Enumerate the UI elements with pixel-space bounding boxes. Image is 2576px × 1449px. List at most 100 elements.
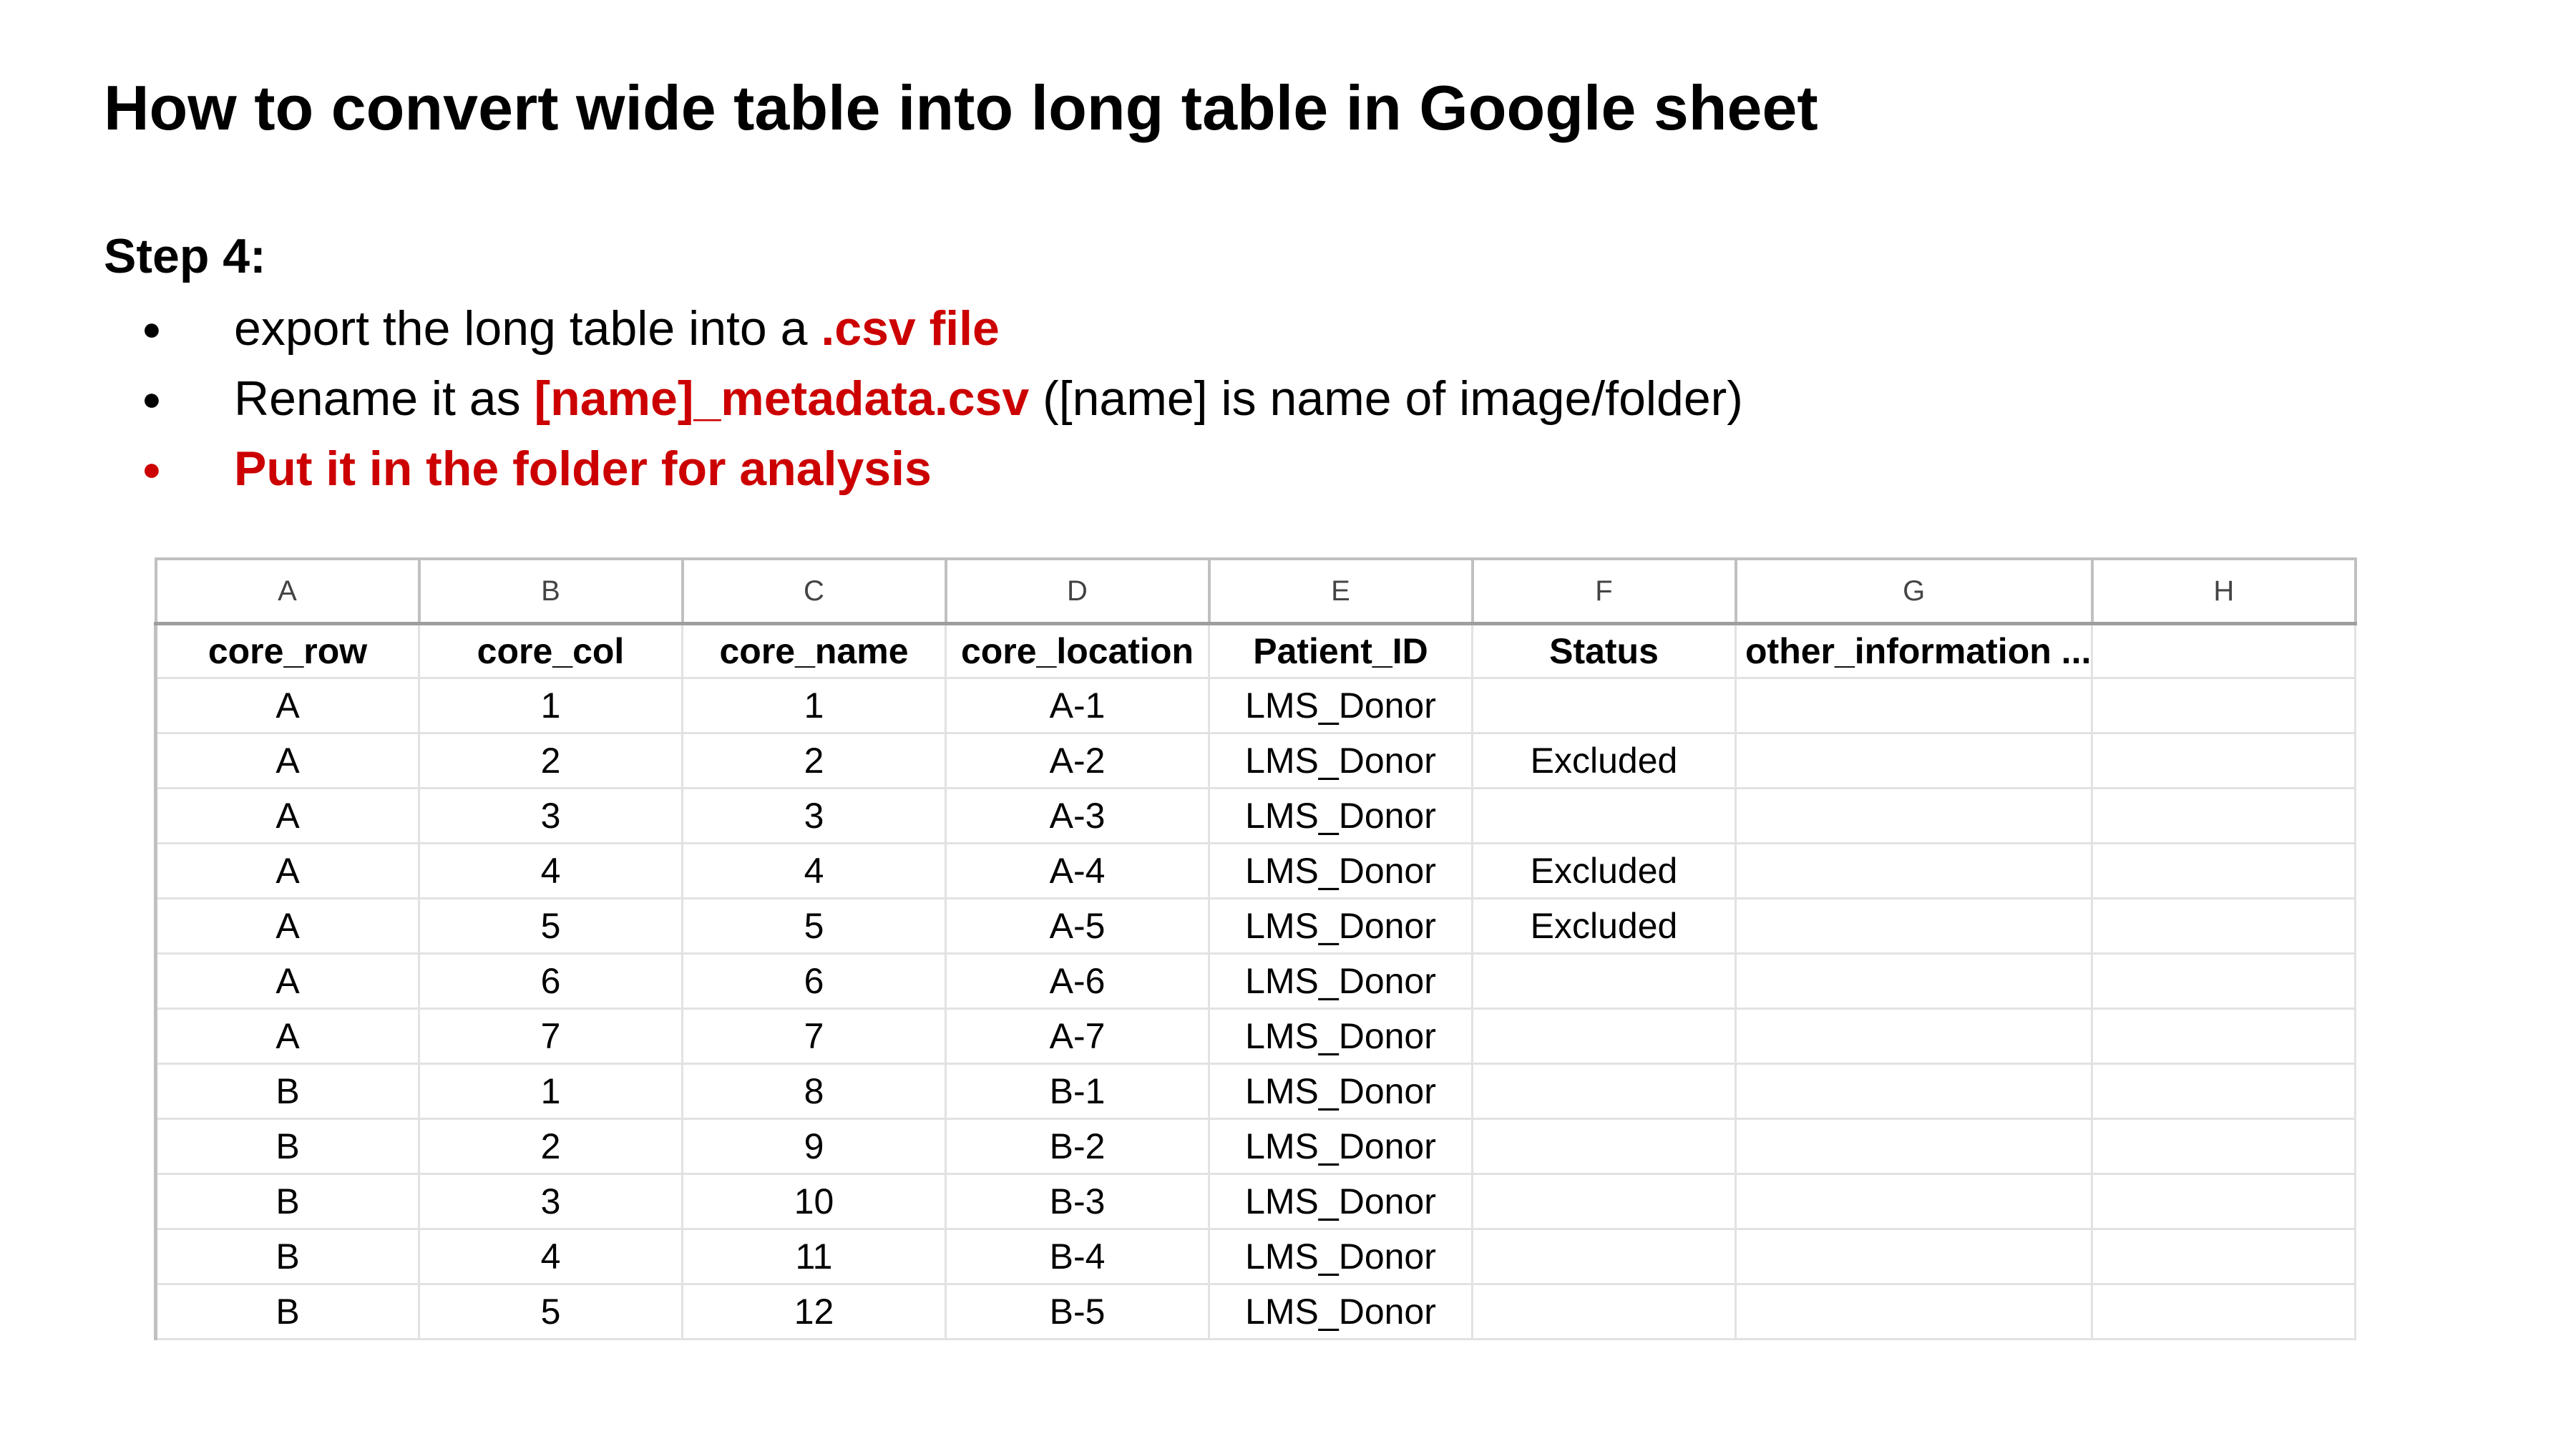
table-cell[interactable]: 5 — [681, 897, 947, 955]
table-cell[interactable] — [1734, 897, 2094, 955]
table-cell[interactable]: 1 — [681, 677, 947, 734]
table-cell[interactable] — [1734, 1118, 2094, 1175]
table-cell[interactable]: 7 — [681, 1008, 947, 1065]
table-cell[interactable] — [1734, 842, 2094, 899]
table-cell[interactable] — [2091, 787, 2357, 844]
header-cell[interactable]: Patient_ID — [1208, 623, 1473, 679]
table-cell[interactable]: A — [154, 897, 420, 955]
table-cell[interactable]: Excluded — [1471, 897, 1737, 955]
table-cell[interactable] — [1734, 732, 2094, 789]
table-cell[interactable]: 8 — [681, 1063, 947, 1120]
table-cell[interactable] — [1471, 1008, 1737, 1065]
table-cell[interactable]: A — [154, 1008, 420, 1065]
table-cell[interactable]: 2 — [418, 1118, 683, 1175]
table-cell[interactable]: 2 — [681, 732, 947, 789]
column-letter-d[interactable]: D — [944, 557, 1211, 625]
table-cell[interactable]: B-1 — [945, 1063, 1210, 1120]
header-cell[interactable]: Status — [1471, 623, 1737, 679]
table-cell[interactable] — [1734, 1173, 2094, 1230]
table-cell[interactable]: LMS_Donor — [1208, 677, 1473, 734]
table-cell[interactable] — [1734, 787, 2094, 844]
table-cell[interactable]: LMS_Donor — [1208, 1173, 1473, 1230]
table-cell[interactable]: LMS_Donor — [1208, 842, 1473, 899]
table-cell[interactable]: Excluded — [1471, 732, 1737, 789]
table-cell[interactable] — [1471, 952, 1737, 1010]
table-cell[interactable]: B — [154, 1063, 420, 1120]
table-cell[interactable]: LMS_Donor — [1208, 1228, 1473, 1285]
table-cell[interactable]: LMS_Donor — [1208, 732, 1473, 789]
table-cell[interactable]: 7 — [418, 1008, 683, 1065]
table-cell[interactable] — [2091, 952, 2357, 1010]
table-cell[interactable] — [2091, 1118, 2357, 1175]
table-cell[interactable]: A-7 — [945, 1008, 1210, 1065]
table-cell[interactable] — [1734, 952, 2094, 1010]
table-cell[interactable] — [1471, 1173, 1737, 1230]
header-cell[interactable]: core_row — [154, 623, 420, 679]
table-cell[interactable]: A — [154, 842, 420, 899]
table-cell[interactable] — [2091, 1008, 2357, 1065]
table-cell[interactable]: A — [154, 787, 420, 844]
table-cell[interactable]: 11 — [681, 1228, 947, 1285]
table-cell[interactable]: 4 — [418, 1228, 683, 1285]
table-cell[interactable]: 12 — [681, 1283, 947, 1340]
table-cell[interactable]: LMS_Donor — [1208, 952, 1473, 1010]
table-cell[interactable]: B — [154, 1173, 420, 1230]
table-cell[interactable]: LMS_Donor — [1208, 787, 1473, 844]
table-cell[interactable]: A-1 — [945, 677, 1210, 734]
table-cell[interactable]: B-4 — [945, 1228, 1210, 1285]
table-cell[interactable]: A-6 — [945, 952, 1210, 1010]
table-cell[interactable]: 3 — [681, 787, 947, 844]
table-cell[interactable]: 3 — [418, 1173, 683, 1230]
table-cell[interactable] — [1734, 1008, 2094, 1065]
table-cell[interactable] — [1471, 1283, 1737, 1340]
table-cell[interactable] — [2091, 1173, 2357, 1230]
header-cell[interactable]: other_information ... — [1734, 623, 2094, 679]
column-letter-f[interactable]: F — [1470, 557, 1737, 625]
header-cell[interactable]: core_name — [681, 623, 947, 679]
table-cell[interactable] — [2091, 1063, 2357, 1120]
table-cell[interactable]: 1 — [418, 677, 683, 734]
table-cell[interactable] — [1734, 1063, 2094, 1120]
table-cell[interactable] — [2091, 1283, 2357, 1340]
table-cell[interactable]: A-4 — [945, 842, 1210, 899]
table-cell[interactable] — [1734, 677, 2094, 734]
table-cell[interactable] — [1471, 787, 1737, 844]
table-cell[interactable]: A — [154, 952, 420, 1010]
table-cell[interactable] — [1734, 1283, 2094, 1340]
table-cell[interactable]: 10 — [681, 1173, 947, 1230]
table-cell[interactable] — [1471, 1118, 1737, 1175]
column-letter-g[interactable]: G — [1734, 557, 2094, 625]
table-cell[interactable]: B-5 — [945, 1283, 1210, 1340]
table-cell[interactable] — [1734, 1228, 2094, 1285]
table-cell[interactable]: A — [154, 732, 420, 789]
table-cell[interactable]: B — [154, 1283, 420, 1340]
table-cell[interactable] — [1471, 1228, 1737, 1285]
header-cell[interactable] — [2091, 623, 2357, 679]
table-cell[interactable] — [2091, 677, 2357, 734]
table-cell[interactable]: 6 — [418, 952, 683, 1010]
table-cell[interactable] — [2091, 1228, 2357, 1285]
table-cell[interactable] — [1471, 1063, 1737, 1120]
table-cell[interactable]: Excluded — [1471, 842, 1737, 899]
table-cell[interactable]: 1 — [418, 1063, 683, 1120]
table-cell[interactable] — [1471, 677, 1737, 734]
column-letter-e[interactable]: E — [1207, 557, 1474, 625]
table-cell[interactable]: 5 — [418, 897, 683, 955]
table-cell[interactable]: A-2 — [945, 732, 1210, 789]
header-cell[interactable]: core_location — [945, 623, 1210, 679]
header-cell[interactable]: core_col — [418, 623, 683, 679]
table-cell[interactable]: B — [154, 1118, 420, 1175]
column-letter-b[interactable]: B — [417, 557, 684, 625]
table-cell[interactable]: B — [154, 1228, 420, 1285]
table-cell[interactable]: A-5 — [945, 897, 1210, 955]
table-cell[interactable]: LMS_Donor — [1208, 1118, 1473, 1175]
table-cell[interactable] — [2091, 897, 2357, 955]
table-cell[interactable]: B-3 — [945, 1173, 1210, 1230]
table-cell[interactable]: A-3 — [945, 787, 1210, 844]
table-cell[interactable]: 5 — [418, 1283, 683, 1340]
table-cell[interactable]: 6 — [681, 952, 947, 1010]
table-cell[interactable] — [2091, 732, 2357, 789]
column-letter-h[interactable]: H — [2090, 557, 2357, 625]
table-cell[interactable]: 9 — [681, 1118, 947, 1175]
table-cell[interactable]: LMS_Donor — [1208, 1008, 1473, 1065]
